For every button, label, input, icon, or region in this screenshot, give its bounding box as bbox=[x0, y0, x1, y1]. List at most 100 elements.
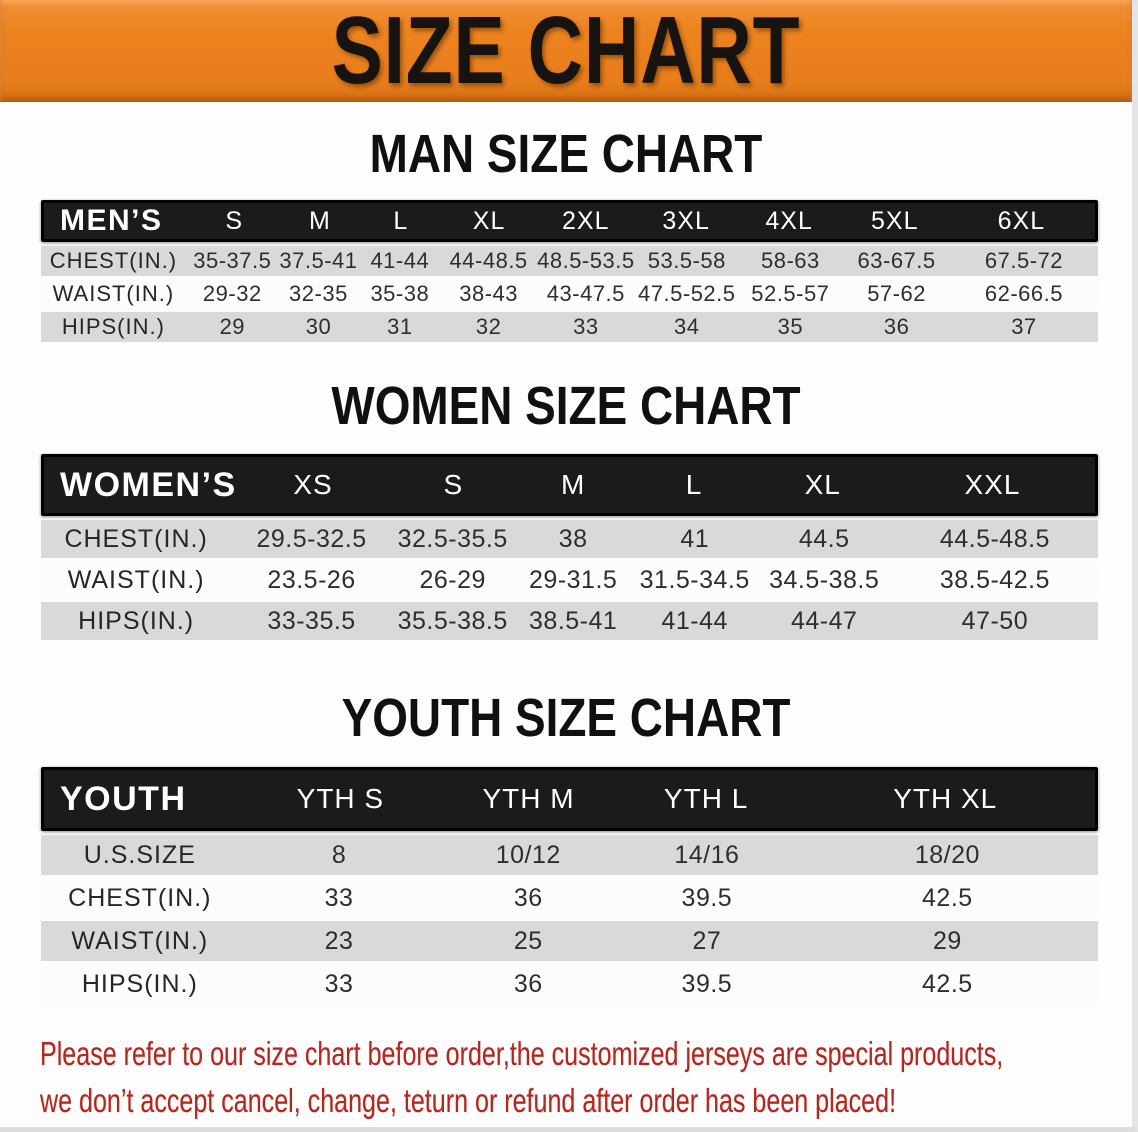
women-measurement-value: 44.5 bbox=[798, 524, 850, 553]
men-measurement-value: 58-63 bbox=[760, 248, 820, 273]
women-measurement-value: 38 bbox=[558, 524, 588, 553]
men-row-label: WAIST(IN.) bbox=[52, 281, 175, 306]
banner-title: SIZE CHART bbox=[331, 0, 801, 104]
disclaimer-line-2: we don’t accept cancel, change, teturn o… bbox=[40, 1082, 897, 1119]
men-measurement-value: 44-48.5 bbox=[449, 248, 528, 273]
youth-row-label: WAIST(IN.) bbox=[71, 926, 209, 955]
women-measurement-value: 23.5-26 bbox=[267, 565, 356, 594]
youth-measurement-value: 39.5 bbox=[681, 969, 733, 998]
men-table-title: MEN’S bbox=[60, 204, 163, 237]
men-measurement-value: 63-67.5 bbox=[857, 248, 936, 273]
men-table-header-row: MEN’S S M L XL 2XL 3XL 4XL 5XL 6XL bbox=[41, 200, 1098, 242]
women-measurement-value: 26-29 bbox=[419, 565, 486, 594]
women-measurement-value: 41 bbox=[680, 524, 710, 553]
youth-measurement-value: 29 bbox=[932, 926, 962, 955]
men-size-column-header: XL bbox=[472, 206, 506, 235]
men-size-column-header: 5XL bbox=[870, 206, 919, 235]
men-measurement-value: 53.5-58 bbox=[647, 248, 726, 273]
men-measurement-value: 37 bbox=[1011, 314, 1037, 339]
youth-measurement-value: 33 bbox=[324, 883, 354, 912]
women-row-label: HIPS(IN.) bbox=[78, 606, 195, 635]
men-measurement-value: 37.5-41 bbox=[279, 248, 358, 273]
youth-measurement-value: 10/12 bbox=[495, 840, 561, 869]
men-measurement-value: 30 bbox=[305, 314, 332, 339]
men-table-row: HIPS(IN.) 29 30 31 32 33 34 35 36 37 bbox=[41, 312, 1098, 342]
youth-measurement-value: 14/16 bbox=[674, 840, 740, 869]
youth-table-row: CHEST(IN.) 33 36 39.5 42.5 bbox=[41, 878, 1098, 918]
men-measurement-value: 32 bbox=[475, 314, 502, 339]
women-measurement-value: 47-50 bbox=[961, 606, 1029, 635]
women-measurement-value: 38.5-42.5 bbox=[939, 565, 1050, 594]
women-measurement-value: 35.5-38.5 bbox=[397, 606, 508, 635]
women-size-column-header: XL bbox=[804, 469, 841, 500]
youth-row-label: HIPS(IN.) bbox=[81, 969, 198, 998]
men-measurement-value: 34 bbox=[674, 314, 700, 339]
youth-measurement-value: 36 bbox=[513, 969, 543, 998]
women-measurement-value: 41-44 bbox=[661, 606, 728, 635]
section-men: MAN SIZE CHART MEN’S S M L XL 2XL 3XL 4XL 5XL 6XL C… bbox=[0, 127, 1132, 342]
youth-row-label: U.S.SIZE bbox=[83, 840, 196, 869]
men-size-column-header: 3XL bbox=[662, 206, 710, 235]
youth-size-column-header: YTH S bbox=[296, 783, 385, 814]
men-measurement-value: 57-62 bbox=[867, 281, 926, 306]
women-row-label: CHEST(IN.) bbox=[64, 524, 208, 553]
men-measurement-value: 43-47.5 bbox=[546, 281, 625, 306]
men-measurement-value: 47.5-52.5 bbox=[638, 281, 736, 306]
men-size-chart-heading: MAN SIZE CHART bbox=[0, 127, 1132, 181]
men-size-column-header: L bbox=[393, 206, 409, 235]
men-row-label: HIPS(IN.) bbox=[61, 314, 165, 339]
men-size-column-header: 4XL bbox=[765, 206, 813, 235]
men-measurement-value: 35 bbox=[777, 314, 804, 339]
women-measurement-value: 34.5-38.5 bbox=[769, 565, 880, 594]
men-size-column-header: 2XL bbox=[562, 206, 610, 235]
men-measurement-value: 29 bbox=[219, 314, 246, 339]
men-measurement-value: 32-35 bbox=[289, 281, 348, 306]
women-table-row: HIPS(IN.) 33-35.5 35.5-38.5 38.5-41 41-44 44-… bbox=[41, 602, 1098, 640]
women-table-row: CHEST(IN.) 29.5-32.5 32.5-35.5 38 41 44.5 44.5… bbox=[41, 520, 1098, 558]
women-heading-text: WOMEN SIZE CHART bbox=[331, 376, 801, 436]
youth-size-chart-heading: YOUTH SIZE CHART bbox=[0, 688, 1132, 748]
men-table-row: WAIST(IN.) 29-32 32-35 35-38 38-43 43-47.5 47.… bbox=[41, 279, 1098, 309]
youth-row-label: CHEST(IN.) bbox=[68, 883, 212, 912]
women-size-table: WOMEN’S XS S M L XL XXL CHEST(IN.) 29.5-32.5 32.5… bbox=[41, 454, 1098, 640]
men-measurement-value: 41-44 bbox=[370, 248, 430, 273]
women-table-row: WAIST(IN.) 23.5-26 26-29 29-31.5 31.5-34.5 34… bbox=[41, 561, 1098, 599]
men-row-label: CHEST(IN.) bbox=[49, 248, 178, 273]
men-size-column-header: M bbox=[308, 206, 331, 235]
women-measurement-value: 44.5-48.5 bbox=[939, 524, 1050, 553]
youth-measurement-value: 25 bbox=[513, 926, 543, 955]
youth-measurement-value: 27 bbox=[692, 926, 722, 955]
women-size-column-header: S bbox=[443, 469, 464, 500]
women-size-column-header: XXL bbox=[964, 469, 1021, 500]
men-table-row: CHEST(IN.) 35-37.5 37.5-41 41-44 44-48.5 48.5… bbox=[41, 246, 1098, 276]
youth-measurement-value: 8 bbox=[331, 840, 347, 869]
men-measurement-value: 33 bbox=[573, 314, 599, 339]
women-measurement-value: 38.5-41 bbox=[529, 606, 618, 635]
youth-table-row: U.S.SIZE 8 10/12 14/16 18/20 bbox=[41, 835, 1098, 875]
youth-measurement-value: 23 bbox=[324, 926, 354, 955]
women-size-column-header: L bbox=[685, 469, 703, 500]
youth-measurement-value: 42.5 bbox=[922, 969, 973, 998]
youth-measurement-value: 42.5 bbox=[922, 883, 973, 912]
men-size-column-header: 6XL bbox=[997, 206, 1046, 235]
men-measurement-value: 38-43 bbox=[459, 281, 518, 306]
size-chart-sections: MAN SIZE CHART MEN’S S M L XL 2XL 3XL 4XL 5XL 6XL C… bbox=[0, 127, 1132, 1004]
women-table-title: WOMEN’S bbox=[60, 465, 237, 504]
youth-table-row: HIPS(IN.) 33 36 39.5 42.5 bbox=[41, 964, 1098, 1004]
men-measurement-value: 62-66.5 bbox=[984, 281, 1063, 306]
women-table-header-row: WOMEN’S XS S M L XL XXL bbox=[41, 454, 1098, 516]
disclaimer: Please refer to our size chart before or… bbox=[40, 1030, 1132, 1124]
youth-size-table: YOUTH YTH S YTH M YTH L YTH XL U.S.SIZE 8 10/12… bbox=[41, 767, 1098, 1004]
youth-heading-text: YOUTH SIZE CHART bbox=[341, 688, 791, 748]
women-measurement-value: 33-35.5 bbox=[267, 606, 356, 635]
men-measurement-value: 35-37.5 bbox=[193, 248, 272, 273]
women-measurement-value: 29.5-32.5 bbox=[256, 524, 367, 553]
section-women: WOMEN SIZE CHART WOMEN’S XS S M L XL XXL CHEST(I… bbox=[0, 376, 1132, 640]
men-size-table: MEN’S S M L XL 2XL 3XL 4XL 5XL 6XL CHEST(IN.) 35-37… bbox=[41, 200, 1098, 342]
men-measurement-value: 67.5-72 bbox=[984, 248, 1063, 273]
men-measurement-value: 31 bbox=[387, 314, 413, 339]
women-measurement-value: 29-31.5 bbox=[529, 565, 618, 594]
youth-measurement-value: 36 bbox=[513, 883, 543, 912]
women-measurement-value: 31.5-34.5 bbox=[639, 565, 750, 594]
women-size-chart-heading: WOMEN SIZE CHART bbox=[0, 376, 1132, 436]
